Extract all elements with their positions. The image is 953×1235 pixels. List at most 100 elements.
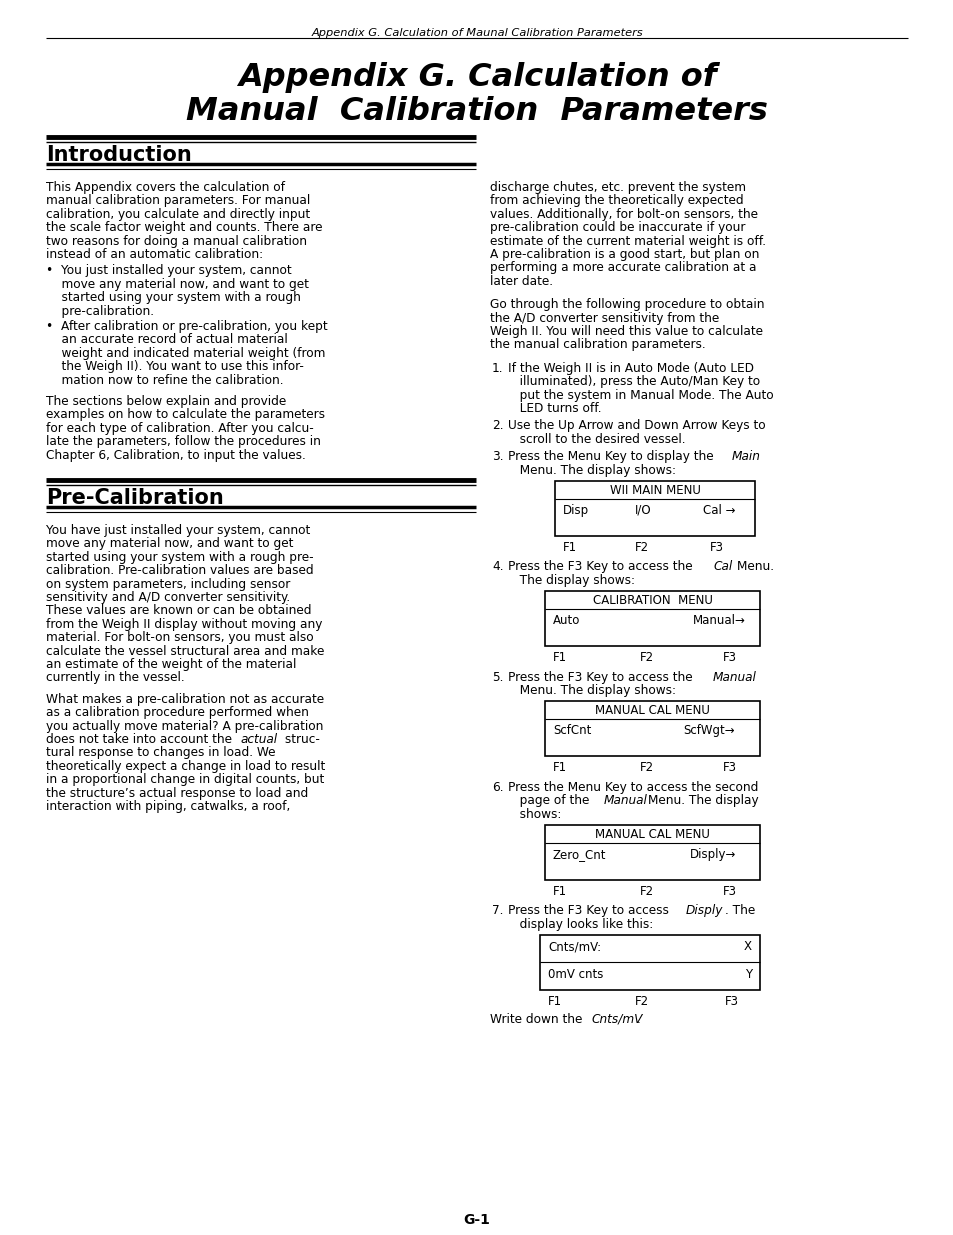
Text: you actually move material? A pre-calibration: you actually move material? A pre-calibr… <box>46 720 323 732</box>
Text: estimate of the current material weight is off.: estimate of the current material weight … <box>490 235 765 247</box>
Text: manual calibration parameters. For manual: manual calibration parameters. For manua… <box>46 194 310 207</box>
Text: for each type of calibration. After you calcu-: for each type of calibration. After you … <box>46 422 314 435</box>
Text: Use the Up Arrow and Down Arrow Keys to: Use the Up Arrow and Down Arrow Keys to <box>507 420 765 432</box>
Text: started using your system with a rough pre-: started using your system with a rough p… <box>46 551 314 564</box>
Text: F2: F2 <box>635 541 648 555</box>
Text: display looks like this:: display looks like this: <box>507 918 653 931</box>
Text: The display shows:: The display shows: <box>507 574 635 587</box>
Text: struc-: struc- <box>281 734 319 746</box>
Text: pre-calibration could be inaccurate if your: pre-calibration could be inaccurate if y… <box>490 221 744 235</box>
Text: the A/D converter sensitivity from the: the A/D converter sensitivity from the <box>490 311 719 325</box>
Text: from achieving the theoretically expected: from achieving the theoretically expecte… <box>490 194 742 207</box>
Text: in a proportional change in digital counts, but: in a proportional change in digital coun… <box>46 773 324 787</box>
Bar <box>544 701 760 756</box>
Text: late the parameters, follow the procedures in: late the parameters, follow the procedur… <box>46 435 320 448</box>
Text: Press the F3 Key to access the: Press the F3 Key to access the <box>507 561 696 573</box>
Text: F3: F3 <box>709 541 723 555</box>
Text: This Appendix covers the calculation of: This Appendix covers the calculation of <box>46 182 285 194</box>
Text: ScfWgt→: ScfWgt→ <box>682 725 734 737</box>
Text: performing a more accurate calibration at a: performing a more accurate calibration a… <box>490 262 756 274</box>
Text: 1.: 1. <box>492 362 503 374</box>
Text: Pre-Calibration: Pre-Calibration <box>46 488 224 508</box>
Text: Cnts/mV: Cnts/mV <box>590 1013 641 1025</box>
Text: Press the F3 Key to access: Press the F3 Key to access <box>507 904 672 918</box>
Text: Cnts/mV:: Cnts/mV: <box>547 940 600 953</box>
Text: F1: F1 <box>547 995 561 1008</box>
Text: If the Weigh II is in Auto Mode (Auto LED: If the Weigh II is in Auto Mode (Auto LE… <box>507 362 753 374</box>
Text: Menu. The display: Menu. The display <box>643 794 758 808</box>
Text: put the system in Manual Mode. The Auto: put the system in Manual Mode. The Auto <box>507 389 773 401</box>
Text: Press the Menu Key to display the: Press the Menu Key to display the <box>507 451 717 463</box>
Text: Press the Menu Key to access the second: Press the Menu Key to access the second <box>507 781 758 794</box>
Text: 6.: 6. <box>492 781 503 794</box>
Text: F2: F2 <box>639 885 654 898</box>
Text: F3: F3 <box>724 995 739 1008</box>
Text: ScfCnt: ScfCnt <box>553 725 591 737</box>
Text: F3: F3 <box>722 762 737 774</box>
Text: an estimate of the weight of the material: an estimate of the weight of the materia… <box>46 658 296 671</box>
Text: the scale factor weight and counts. There are: the scale factor weight and counts. Ther… <box>46 221 322 235</box>
Text: calculate the vessel structural area and make: calculate the vessel structural area and… <box>46 645 324 657</box>
Text: theoretically expect a change in load to result: theoretically expect a change in load to… <box>46 760 325 773</box>
Text: Disp: Disp <box>562 504 589 517</box>
Text: Press the F3 Key to access the: Press the F3 Key to access the <box>507 671 696 684</box>
Text: 4.: 4. <box>492 561 503 573</box>
Text: Manual: Manual <box>603 794 647 808</box>
Text: move any material now, and want to get: move any material now, and want to get <box>46 537 294 551</box>
Text: actual: actual <box>241 734 278 746</box>
Text: Weigh II. You will need this value to calculate: Weigh II. You will need this value to ca… <box>490 325 762 338</box>
Text: Y: Y <box>744 968 751 981</box>
Text: started using your system with a rough: started using your system with a rough <box>46 291 300 304</box>
Text: MANUAL CAL MENU: MANUAL CAL MENU <box>595 704 709 718</box>
Text: •  After calibration or pre-calibration, you kept: • After calibration or pre-calibration, … <box>46 320 327 333</box>
Text: Cal: Cal <box>712 561 732 573</box>
Text: Go through the following procedure to obtain: Go through the following procedure to ob… <box>490 298 763 311</box>
Text: weight and indicated material weight (from: weight and indicated material weight (fr… <box>46 347 325 359</box>
Text: WII MAIN MENU: WII MAIN MENU <box>609 484 700 496</box>
Text: move any material now, and want to get: move any material now, and want to get <box>46 278 309 290</box>
Text: LED turns off.: LED turns off. <box>507 403 601 415</box>
Text: CALIBRATION  MENU: CALIBRATION MENU <box>592 594 712 608</box>
Text: Chapter 6, Calibration, to input the values.: Chapter 6, Calibration, to input the val… <box>46 448 305 462</box>
Text: Disply→: Disply→ <box>689 848 736 861</box>
Text: interaction with piping, catwalks, a roof,: interaction with piping, catwalks, a roo… <box>46 800 290 813</box>
Text: 5.: 5. <box>492 671 503 684</box>
Text: F2: F2 <box>639 762 654 774</box>
Text: The sections below explain and provide: The sections below explain and provide <box>46 395 286 408</box>
Text: 0mV cnts: 0mV cnts <box>547 968 602 981</box>
Text: F1: F1 <box>553 651 566 664</box>
Text: scroll to the desired vessel.: scroll to the desired vessel. <box>507 432 685 446</box>
Text: F1: F1 <box>553 762 566 774</box>
Text: shows:: shows: <box>507 808 560 820</box>
Text: You have just installed your system, cannot: You have just installed your system, can… <box>46 524 310 537</box>
Text: calibration, you calculate and directly input: calibration, you calculate and directly … <box>46 207 310 221</box>
Text: Manual: Manual <box>712 671 756 684</box>
Text: F2: F2 <box>635 995 648 1008</box>
Bar <box>544 825 760 881</box>
Text: Menu. The display shows:: Menu. The display shows: <box>507 463 676 477</box>
Text: an accurate record of actual material: an accurate record of actual material <box>46 333 288 346</box>
Text: Menu.: Menu. <box>732 561 773 573</box>
Text: MANUAL CAL MENU: MANUAL CAL MENU <box>595 827 709 841</box>
Text: F3: F3 <box>722 651 737 664</box>
Text: These values are known or can be obtained: These values are known or can be obtaine… <box>46 604 312 618</box>
Text: Zero_Cnt: Zero_Cnt <box>553 848 606 861</box>
Text: . The: . The <box>724 904 755 918</box>
Text: A pre-calibration is a good start, but plan on: A pre-calibration is a good start, but p… <box>490 248 759 261</box>
Text: Write down the: Write down the <box>490 1013 586 1025</box>
Text: I/O: I/O <box>635 504 651 517</box>
Text: Cal →: Cal → <box>702 504 735 517</box>
Text: Manual→: Manual→ <box>692 614 745 627</box>
Text: Manual  Calibration  Parameters: Manual Calibration Parameters <box>186 96 767 127</box>
Text: tural response to changes in load. We: tural response to changes in load. We <box>46 746 275 760</box>
Text: mation now to refine the calibration.: mation now to refine the calibration. <box>46 374 283 387</box>
Text: Appendix G. Calculation of Maunal Calibration Parameters: Appendix G. Calculation of Maunal Calibr… <box>311 28 642 38</box>
Text: Main: Main <box>731 451 760 463</box>
Text: values. Additionally, for bolt-on sensors, the: values. Additionally, for bolt-on sensor… <box>490 207 758 221</box>
Text: instead of an automatic calibration:: instead of an automatic calibration: <box>46 248 263 261</box>
Text: later date.: later date. <box>490 275 553 288</box>
Text: Appendix G. Calculation of: Appendix G. Calculation of <box>237 62 716 93</box>
Text: sensitivity and A/D converter sensitivity.: sensitivity and A/D converter sensitivit… <box>46 592 290 604</box>
Text: 3.: 3. <box>492 451 503 463</box>
Text: the Weigh II). You want to use this infor-: the Weigh II). You want to use this info… <box>46 361 304 373</box>
